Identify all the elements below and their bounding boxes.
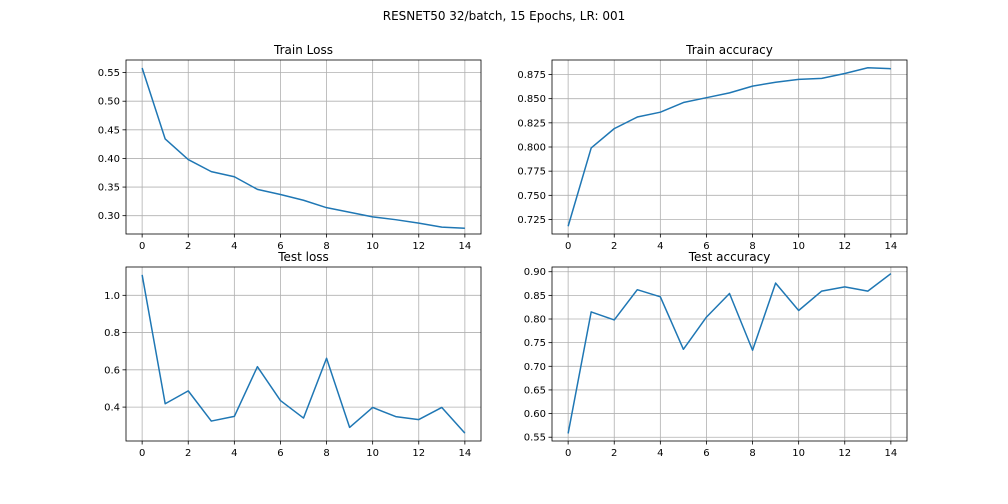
x-tick-label: 8 xyxy=(323,241,329,252)
axes-frame xyxy=(551,266,908,442)
y-tick-label: 0.8 xyxy=(104,328,120,339)
axes-frame xyxy=(125,59,482,235)
series-line xyxy=(141,67,465,230)
y-tick-label: 0.6 xyxy=(104,365,120,376)
x-tick-label: 14 xyxy=(458,241,471,252)
subplot-title: Train accuracy xyxy=(685,43,773,57)
y-tick-label: 0.725 xyxy=(517,215,546,226)
axes-frame xyxy=(125,266,482,442)
x-tick-label: 10 xyxy=(366,241,379,252)
x-tick-label: 10 xyxy=(792,448,805,459)
y-tick-label: 0.35 xyxy=(98,183,120,194)
y-tick-label: 0.30 xyxy=(98,211,120,222)
y-tick-label: 0.800 xyxy=(517,143,546,154)
x-tick-label: 4 xyxy=(657,241,663,252)
y-tick-label: 0.55 xyxy=(524,433,546,444)
x-tick-label: 8 xyxy=(749,241,755,252)
x-tick-label: 4 xyxy=(657,448,663,459)
x-tick-label: 4 xyxy=(231,241,237,252)
y-tick-label: 0.825 xyxy=(517,118,546,129)
y-tick-label: 1.0 xyxy=(104,291,120,302)
x-tick-label: 0 xyxy=(565,448,571,459)
x-tick-label: 2 xyxy=(185,241,191,252)
y-tick-label: 0.45 xyxy=(98,125,120,136)
subplot-test-loss: Test loss 0 2 4 6 8 10 12 14 0.4 0.6 0.8 1.0 xyxy=(104,250,482,459)
y-tick-label: 0.775 xyxy=(517,167,546,178)
y-tick-label: 0.40 xyxy=(98,154,120,165)
series-line xyxy=(567,273,892,434)
y-tick-label: 0.875 xyxy=(517,70,546,81)
subplot-title: Test accuracy xyxy=(688,250,771,264)
x-tick-label: 10 xyxy=(792,241,805,252)
x-tick-label: 6 xyxy=(277,241,283,252)
x-tick-label: 12 xyxy=(838,241,851,252)
y-tick-label: 0.55 xyxy=(98,68,120,79)
x-tick-label: 0 xyxy=(565,241,571,252)
subplot-title: Test loss xyxy=(277,250,329,264)
x-tick-label: 12 xyxy=(838,448,851,459)
x-tick-label: 12 xyxy=(412,448,425,459)
series-line xyxy=(141,274,466,434)
x-tick-label: 0 xyxy=(139,448,145,459)
y-tick-label: 0.65 xyxy=(524,385,546,396)
subplot-train-loss: Train Loss 0 2 4 6 8 10 12 14 0.30 0.35 0.40 0.45 0.… xyxy=(98,43,482,252)
x-tick-label: 4 xyxy=(231,448,237,459)
y-tick-label: 0.50 xyxy=(98,97,120,108)
x-tick-label: 8 xyxy=(749,448,755,459)
x-tick-label: 12 xyxy=(412,241,425,252)
series-line xyxy=(567,66,891,227)
x-tick-label: 14 xyxy=(458,448,471,459)
y-tick-label: 0.75 xyxy=(524,338,546,349)
x-tick-label: 6 xyxy=(703,448,709,459)
x-tick-label: 6 xyxy=(703,241,709,252)
y-tick-label: 0.70 xyxy=(524,362,546,373)
y-tick-label: 0.80 xyxy=(524,315,546,326)
y-tick-label: 0.850 xyxy=(517,94,546,105)
subplot-test-accuracy: Test accuracy 0 2 4 6 8 10 12 14 0.55 0.60 0.65 0.7… xyxy=(524,250,908,459)
x-tick-label: 0 xyxy=(139,241,145,252)
x-tick-label: 14 xyxy=(884,241,897,252)
x-tick-label: 2 xyxy=(611,448,617,459)
x-tick-label: 8 xyxy=(323,448,329,459)
x-tick-label: 14 xyxy=(884,448,897,459)
x-tick-label: 10 xyxy=(366,448,379,459)
y-tick-label: 0.85 xyxy=(524,291,546,302)
y-tick-label: 0.90 xyxy=(524,267,546,278)
x-tick-label: 6 xyxy=(277,448,283,459)
subplot-train-accuracy: Train accuracy 0 2 4 6 8 10 12 14 0.725 0.750 0.77… xyxy=(517,43,908,252)
x-tick-label: 2 xyxy=(185,448,191,459)
y-tick-label: 0.750 xyxy=(517,191,546,202)
y-tick-label: 0.4 xyxy=(104,403,120,414)
figure-suptitle: RESNET50 32/batch, 15 Epochs, LR: 001 xyxy=(383,9,625,23)
x-tick-label: 2 xyxy=(611,241,617,252)
y-tick-label: 0.60 xyxy=(524,409,546,420)
subplot-title: Train Loss xyxy=(273,43,333,57)
